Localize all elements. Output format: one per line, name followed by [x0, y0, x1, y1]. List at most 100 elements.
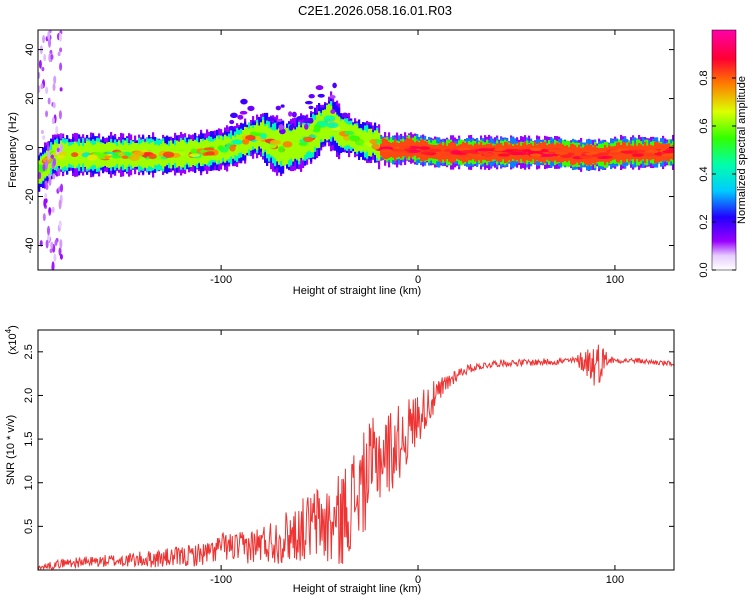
snr-y-tick-label: 2.5 — [23, 344, 35, 359]
spectrogram-peak — [493, 147, 506, 152]
spectrogram-peak — [380, 146, 393, 150]
spectrogram-cell — [500, 143, 503, 162]
snr-y-tick-label: 1.5 — [23, 431, 35, 446]
spectrogram-speckle — [229, 119, 235, 125]
spectrogram-peak — [323, 115, 336, 122]
spectrogram-peak — [190, 148, 197, 155]
spectrogram-speckle — [51, 206, 55, 213]
spectrogram-speckle — [57, 167, 61, 176]
colorbar-ticks: 0.0 0.2 0.4 0.6 0.8 — [698, 70, 736, 278]
spectrogram-speckle — [38, 85, 41, 93]
spectrogram-cell — [294, 129, 297, 159]
spectrogram-peak — [476, 150, 489, 154]
spectrogram-speckle — [42, 135, 46, 140]
spectrogram-speckle — [45, 159, 49, 170]
spectrogram-cell — [438, 144, 441, 161]
spectrogram-image — [38, 30, 674, 270]
spectrogram-speckle — [42, 213, 46, 222]
svg-text:(x104): (x104) — [4, 325, 19, 355]
spectrogram-peak — [326, 122, 339, 129]
spectrogram-speckle — [46, 141, 50, 147]
spectrogram-speckle — [247, 105, 255, 112]
spectrogram-peak — [278, 146, 285, 153]
spectrogram-y-tick-label: -20 — [24, 189, 36, 205]
spectrogram-peak — [591, 154, 604, 158]
spectrogram-peak — [398, 145, 411, 149]
spectrogram-speckle — [58, 110, 62, 120]
spectrogram-peak — [231, 139, 243, 145]
snr-y-label: SNR (10 * v/v) — [5, 415, 17, 485]
spectrogram-cell — [490, 142, 493, 163]
spectrogram-speckle — [59, 253, 63, 260]
snr-x-tick-label: -100 — [210, 574, 232, 586]
spectrogram-cell — [578, 144, 581, 166]
spectrogram-peak — [371, 143, 381, 150]
colorbar[interactable]: 0.0 0.2 0.4 0.6 0.8 Normalized spectral ampl… — [698, 29, 748, 278]
spectrogram-cell — [542, 142, 545, 163]
spectrogram-peak — [661, 153, 674, 157]
spectrogram-peak — [303, 136, 314, 143]
spectrogram-cell — [292, 127, 295, 162]
spectrogram-speckle — [278, 124, 284, 131]
spectrogram-speckle — [239, 110, 248, 115]
spectrogram-speckle — [42, 35, 46, 44]
spectrogram-peak — [478, 148, 491, 152]
spectrogram-speckle — [48, 37, 52, 48]
spectrogram-speckle — [45, 86, 49, 94]
spectrogram-cell — [338, 116, 341, 146]
spectrogram-speckle — [49, 248, 53, 253]
spectrogram-peak — [420, 151, 433, 155]
spectrogram-cell — [494, 145, 497, 160]
spectrogram-speckle — [38, 171, 42, 180]
spectrogram-cell — [296, 128, 299, 159]
spectrogram-speckle — [38, 59, 42, 69]
spectrogram-speckle — [43, 53, 47, 62]
spectrogram-peak — [662, 150, 674, 154]
spectrogram-y-tick-label: -40 — [24, 238, 36, 254]
spectrogram-speckle — [54, 239, 58, 246]
colorbar-tick-label: 0.6 — [698, 118, 710, 133]
spectrogram-speckle — [38, 71, 41, 79]
spectrogram-speckle — [51, 117, 55, 125]
spectrogram-speckle — [50, 154, 54, 159]
spectrogram-speckle — [280, 104, 285, 108]
spectrogram-speckle — [55, 125, 59, 135]
spectrogram-peak — [547, 149, 560, 153]
snr-y-tick-label: 0.5 — [23, 519, 35, 534]
spectrogram-speckle — [52, 157, 56, 167]
spectrogram-x-label: Height of straight line (km) — [293, 285, 421, 297]
spectrogram-cell — [66, 142, 69, 168]
spectrogram-peak — [529, 153, 542, 157]
spectrogram-cell — [492, 145, 495, 160]
spectrogram-peak — [162, 151, 175, 158]
colorbar-tick-label: 0.8 — [698, 70, 710, 85]
spectrogram-ticks: -100 0 100 -40 -20 0 20 40 — [24, 30, 674, 286]
snr-x-tick-label: 100 — [606, 574, 624, 586]
spectrogram-speckle — [341, 112, 349, 118]
spectrogram-speckle — [52, 83, 56, 92]
spectrogram-cell — [498, 143, 501, 162]
spectrogram-peak — [203, 147, 215, 151]
spectrogram-peak — [219, 147, 229, 153]
spectrogram-cell — [548, 144, 551, 161]
spectrogram-peak — [631, 153, 644, 157]
spectrogram-speckle — [45, 239, 49, 249]
spectrogram-x-tick-label: 100 — [606, 274, 624, 286]
spectrogram-peak — [260, 133, 267, 140]
spectrogram-speckle — [303, 118, 310, 124]
spectrogram-cell — [444, 142, 447, 162]
spectrogram-speckle — [40, 129, 44, 135]
spectrogram-peak — [542, 153, 555, 157]
spectrogram-speckle — [59, 47, 63, 53]
snr-scale-exponent: 4 — [4, 328, 13, 333]
spectrogram-peak — [643, 153, 656, 157]
spectrogram-speckle — [308, 105, 314, 110]
spectrogram-speckle — [266, 116, 275, 122]
spectrogram-peak — [418, 146, 431, 150]
spectrogram-peak — [369, 139, 378, 145]
spectrogram-cell — [278, 128, 281, 165]
spectrogram-speckle — [59, 87, 63, 92]
spectrogram-peak — [440, 153, 453, 157]
spectrogram-peak — [497, 153, 510, 157]
